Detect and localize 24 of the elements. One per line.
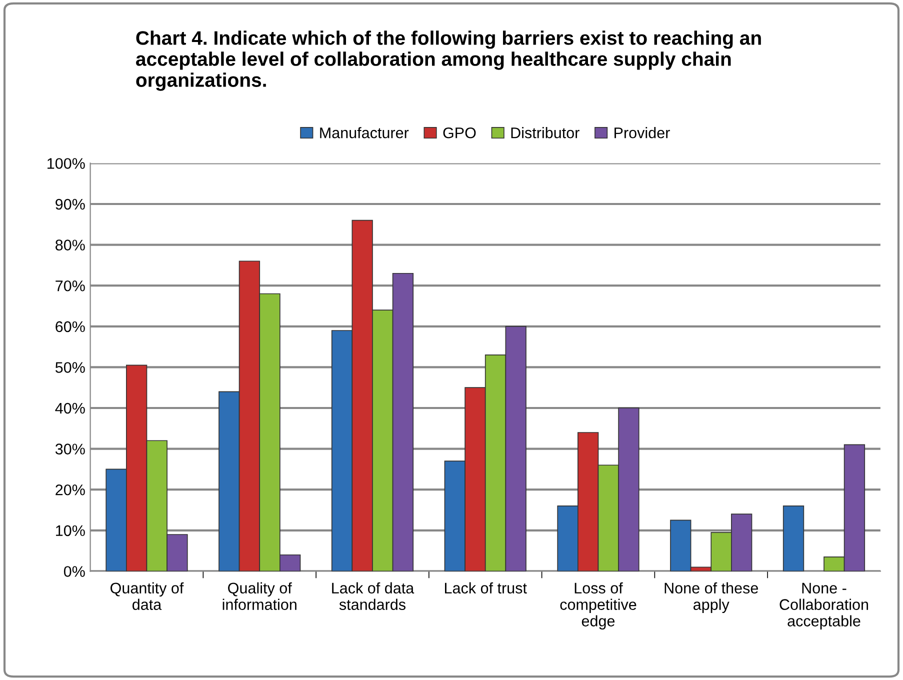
bar bbox=[782, 506, 804, 572]
x-tick-label: Quantity of data bbox=[110, 582, 184, 610]
x-tick-label: Lack of trust bbox=[445, 582, 527, 594]
x-tick-label: Loss of competitive edge bbox=[560, 582, 636, 630]
legend-label: Provider bbox=[614, 127, 670, 138]
y-tick-label: 70% bbox=[56, 280, 85, 292]
y-tick-label: 80% bbox=[56, 240, 85, 250]
x-tick-label: Quality of information bbox=[222, 582, 296, 610]
y-tick-label: 50% bbox=[55, 362, 85, 373]
x-tick-label: None of these apply bbox=[664, 582, 758, 614]
y-tick-label: 30% bbox=[55, 444, 85, 454]
x-tick-label: None - Collaboration acceptable bbox=[780, 582, 868, 630]
y-tick-label: 40% bbox=[55, 402, 85, 414]
y-tick-label: 0% bbox=[64, 566, 85, 577]
chart-title: Chart 4. Indicate which of the following barriers exist to reaching an acceptable level of collaboration among healthcare supply chain organizations. bbox=[136, 30, 761, 91]
legend-label: GPO bbox=[443, 127, 476, 138]
y-tick-label: 20% bbox=[56, 484, 85, 496]
y-tick-label: 60% bbox=[56, 321, 85, 332]
y-tick-label: 90% bbox=[56, 198, 85, 210]
legend-label: Distributor bbox=[511, 127, 580, 138]
legend-label: Manufacturer bbox=[320, 127, 409, 138]
y-tick-label: 100% bbox=[48, 158, 85, 169]
x-tick-label: Lack of data standards bbox=[332, 582, 414, 610]
y-tick-label: 10% bbox=[56, 525, 85, 536]
